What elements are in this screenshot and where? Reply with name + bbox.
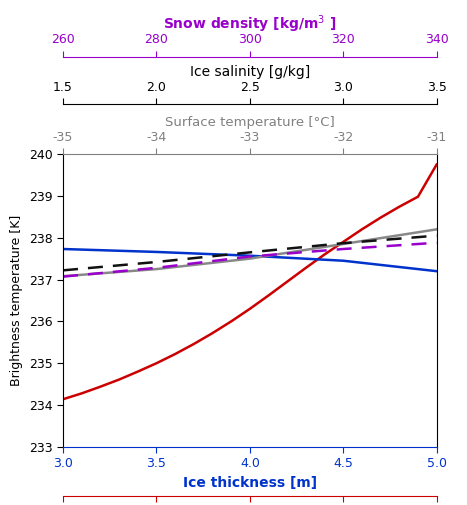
X-axis label: Snow density [kg/m$^3$ ]: Snow density [kg/m$^3$ ] — [163, 14, 337, 35]
Y-axis label: Brightness temperature [K]: Brightness temperature [K] — [10, 215, 23, 386]
X-axis label: Ice thickness [m]: Ice thickness [m] — [183, 476, 317, 490]
X-axis label: Surface temperature [°C]: Surface temperature [°C] — [165, 117, 335, 129]
X-axis label: Ice salinity [g/kg]: Ice salinity [g/kg] — [190, 66, 310, 79]
